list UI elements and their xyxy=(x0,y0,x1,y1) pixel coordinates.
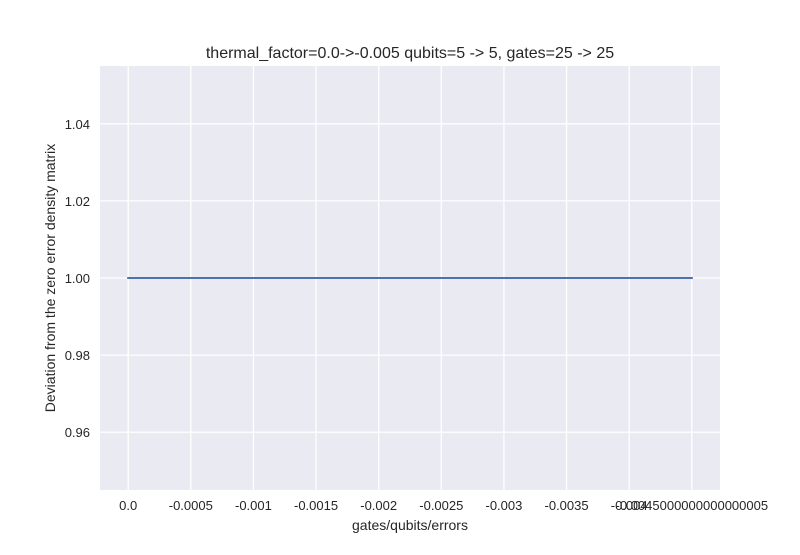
x-tick-label: -0.002 xyxy=(360,498,397,513)
x-tick-label: 0.0 xyxy=(119,498,137,513)
x-tick-label: -0.004 xyxy=(611,498,648,513)
x-tick-label: -0.0005 xyxy=(169,498,213,513)
x-tick-label: -0.0015 xyxy=(294,498,338,513)
x-axis-label: gates/qubits/errors xyxy=(352,517,468,533)
y-axis-label: Deviation from the zero error density ma… xyxy=(42,144,58,412)
x-tick-label: -0.0045000000000000005 xyxy=(616,498,769,513)
x-tick-label: -0.0025 xyxy=(419,498,463,513)
x-tick-label: -0.0035 xyxy=(545,498,589,513)
y-axis-ticks: 0.96 0.98 1.00 1.02 1.04 xyxy=(65,117,90,440)
y-tick-label: 0.98 xyxy=(65,348,90,363)
y-tick-label: 1.00 xyxy=(65,271,90,286)
x-tick-label: -0.001 xyxy=(235,498,272,513)
y-tick-label: 1.02 xyxy=(65,194,90,209)
x-tick-label: -0.003 xyxy=(486,498,523,513)
chart-title: thermal_factor=0.0->-0.005 qubits=5 -> 5… xyxy=(206,45,614,62)
x-axis-ticks: 0.0 -0.0005 -0.001 -0.0015 -0.002 -0.0025 -0.0… xyxy=(119,498,768,513)
y-tick-label: 0.96 xyxy=(65,425,90,440)
y-tick-label: 1.04 xyxy=(65,117,90,132)
